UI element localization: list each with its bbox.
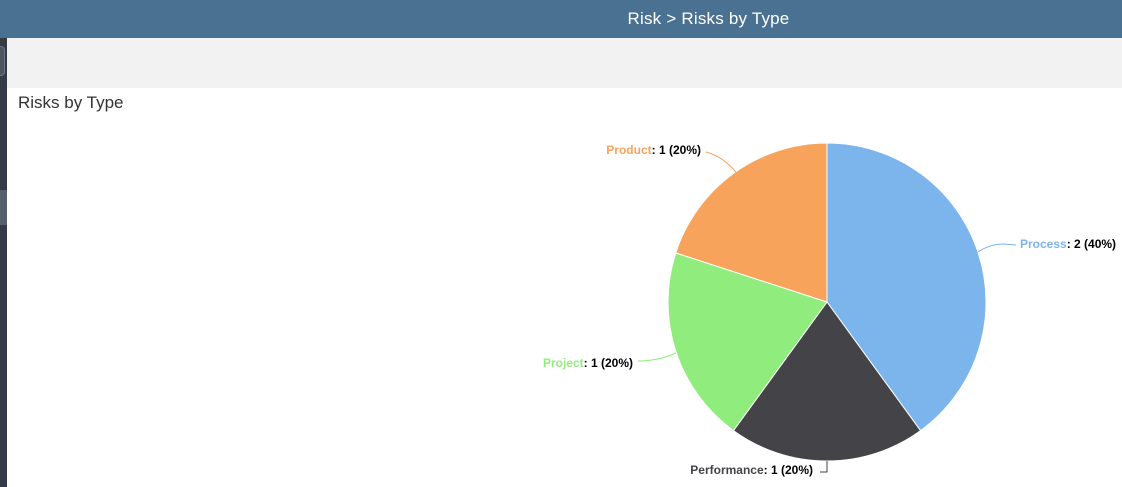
pie-slice-project[interactable]	[667, 252, 828, 432]
page-title: Risks by Type	[18, 93, 124, 112]
top-header-bar: Risk > Risks by Type	[0, 0, 1122, 38]
pie-slice-performance[interactable]	[732, 301, 922, 462]
pie-slice-product[interactable]	[675, 142, 828, 303]
sidebar-active-item-indicator[interactable]	[0, 190, 7, 225]
collapsed-sidebar-strip[interactable]	[0, 38, 7, 487]
breadcrumb-title: Risk > Risks by Type	[627, 9, 790, 28]
pie-slice-process[interactable]	[826, 142, 987, 432]
toolbar	[7, 38, 1122, 88]
panel-toggle-button[interactable]	[0, 46, 5, 76]
